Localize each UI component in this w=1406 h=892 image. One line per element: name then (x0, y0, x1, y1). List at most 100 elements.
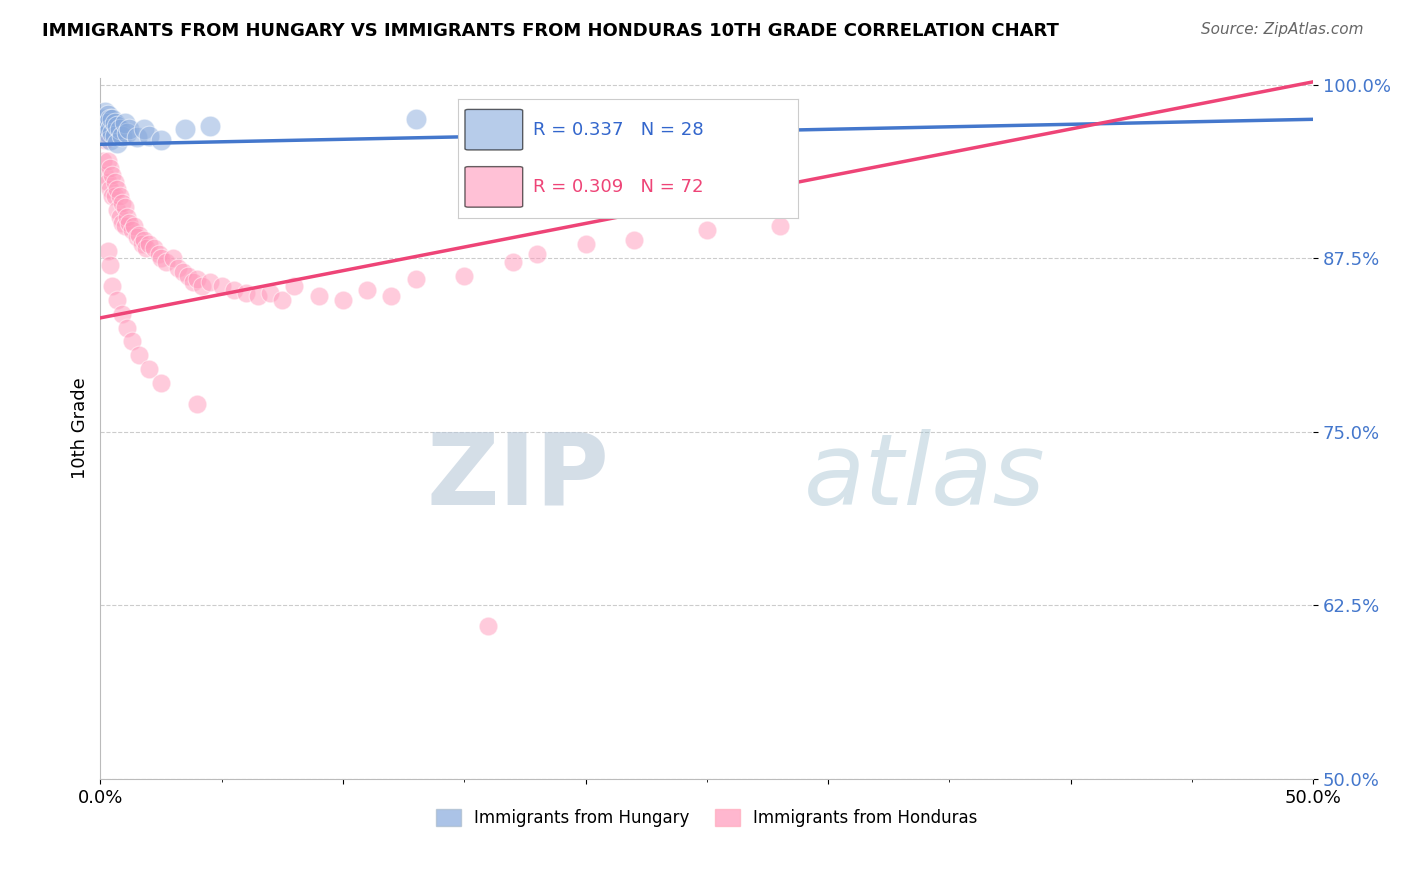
Point (105, 182, 128, 196)
Point (172, 265, 194, 279)
Point (97, 108, 120, 122)
Point (105, 120, 128, 134)
Point (138, 128, 160, 143)
Text: ZIP: ZIP (427, 429, 610, 526)
Point (247, 288, 270, 302)
Point (186, 272, 208, 286)
Point (135, 242, 157, 256)
Point (308, 288, 330, 302)
Point (114, 200, 136, 214)
Point (356, 283, 378, 297)
Point (128, 348, 150, 362)
Point (104, 175, 127, 189)
Point (574, 237, 596, 252)
Point (162, 251, 184, 265)
Point (405, 112, 427, 127)
Point (121, 223, 143, 237)
Point (114, 219, 136, 234)
Point (91, 153, 114, 168)
Point (111, 307, 134, 321)
Point (167, 260, 190, 275)
Point (132, 122, 155, 136)
Point (174, 122, 197, 136)
Point (94, 168, 117, 182)
Point (125, 230, 148, 244)
Point (271, 293, 294, 307)
Point (104, 128, 127, 143)
Point (94, 120, 117, 134)
Legend: Immigrants from Hungary, Immigrants from Honduras: Immigrants from Hungary, Immigrants from… (429, 802, 984, 834)
Point (111, 217, 134, 231)
Point (150, 133, 173, 147)
Point (477, 619, 499, 633)
Point (222, 283, 245, 297)
Point (502, 255, 524, 269)
Point (405, 272, 427, 286)
Point (97, 244, 120, 259)
Point (111, 195, 134, 210)
Point (98, 182, 121, 196)
Point (104, 188, 127, 202)
Point (97, 116, 120, 130)
Point (101, 168, 124, 182)
Point (97, 175, 120, 189)
Point (259, 285, 281, 300)
Text: atlas: atlas (804, 429, 1046, 526)
Point (696, 223, 718, 237)
Point (101, 126, 124, 140)
Point (118, 122, 141, 136)
Point (332, 293, 354, 307)
Point (131, 237, 153, 252)
Point (98, 258, 121, 272)
Point (98, 112, 121, 127)
Point (132, 233, 155, 247)
Point (150, 251, 173, 265)
Point (98, 122, 121, 136)
Point (380, 288, 402, 302)
Point (198, 275, 221, 289)
Point (111, 128, 134, 143)
Point (91, 112, 114, 127)
Point (502, 115, 524, 129)
Point (101, 112, 124, 127)
Point (128, 227, 150, 242)
Point (176, 269, 198, 284)
Point (211, 279, 233, 293)
Text: IMMIGRANTS FROM HUNGARY VS IMMIGRANTS FROM HONDURAS 10TH GRADE CORRELATION CHART: IMMIGRANTS FROM HUNGARY VS IMMIGRANTS FR… (42, 22, 1059, 40)
Point (98, 161, 121, 175)
Point (101, 279, 124, 293)
Point (98, 133, 121, 147)
Point (142, 242, 165, 256)
Point (105, 293, 128, 307)
Point (121, 334, 143, 349)
Point (526, 247, 548, 261)
Point (108, 122, 131, 136)
Point (124, 219, 146, 234)
Point (125, 130, 148, 145)
Point (115, 210, 138, 224)
Point (101, 188, 124, 202)
Text: Source: ZipAtlas.com: Source: ZipAtlas.com (1201, 22, 1364, 37)
Point (148, 247, 170, 261)
Point (198, 120, 221, 134)
Point (138, 237, 160, 252)
Point (453, 269, 475, 284)
Point (283, 279, 305, 293)
Point (97, 126, 120, 140)
Point (191, 279, 214, 293)
Point (155, 255, 177, 269)
Point (114, 116, 136, 130)
Point (118, 217, 141, 231)
Point (97, 153, 120, 168)
Point (186, 397, 208, 411)
Point (138, 362, 160, 376)
Point (115, 126, 138, 140)
Point (623, 233, 645, 247)
Point (108, 188, 131, 202)
Point (768, 219, 790, 234)
Point (94, 133, 117, 147)
Point (94, 105, 117, 120)
Point (105, 202, 128, 217)
Point (181, 275, 204, 289)
Point (105, 136, 128, 150)
